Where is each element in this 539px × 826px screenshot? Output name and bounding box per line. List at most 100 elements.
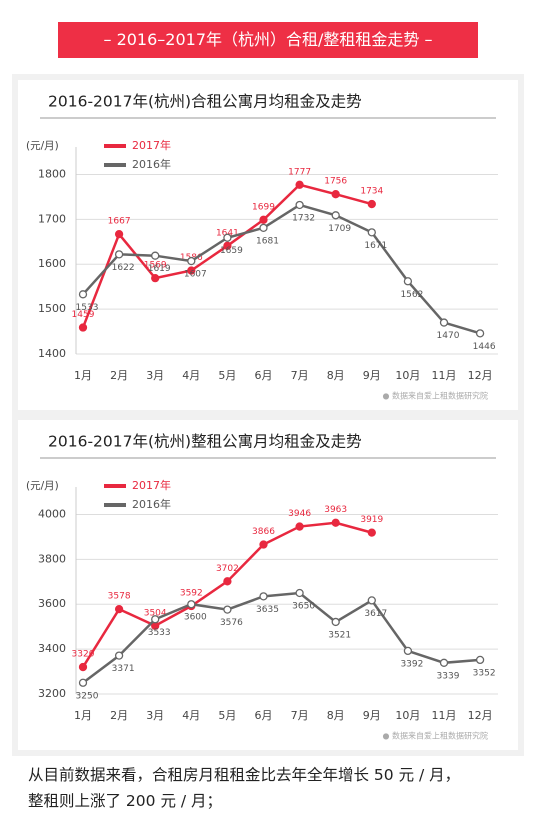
legend-label: 2017年 — [132, 138, 171, 152]
data-label: 3919 — [360, 515, 383, 525]
x-tick-label: 6月 — [255, 709, 273, 722]
point — [223, 241, 232, 250]
point — [187, 600, 196, 609]
data-label: 3352 — [473, 668, 496, 678]
data-label: 1619 — [148, 264, 171, 274]
point — [223, 577, 232, 586]
source-note: ● 数据来自爱上租数据研究院 — [382, 391, 488, 401]
legend-label: 2016年 — [132, 497, 171, 511]
chart-title: 2016-2017年(杭州)整租公寓月均租金及走势 — [48, 433, 362, 451]
data-label: 1641 — [216, 228, 239, 238]
data-label: 3504 — [144, 608, 167, 618]
data-label: 3866 — [252, 527, 275, 537]
legend-label: 2016年 — [132, 157, 171, 171]
x-tick-label: 7月 — [291, 369, 309, 382]
point — [259, 592, 268, 601]
point — [223, 605, 232, 614]
point — [259, 540, 268, 549]
chart-title: 2016-2017年(杭州)合租公寓月均租金及走势 — [48, 93, 362, 111]
data-label: 3339 — [437, 671, 460, 681]
x-tick-label: 12月 — [468, 709, 493, 722]
x-tick-label: 9月 — [363, 369, 381, 382]
data-label: 1732 — [292, 213, 315, 223]
chart: 2016-2017年(杭州)合租公寓月均租金及走势 (元/月) 1400 1500 16… — [26, 93, 498, 401]
data-label: 1562 — [400, 290, 423, 300]
data-label: 3578 — [108, 592, 131, 602]
point — [403, 277, 413, 286]
data-label: 3371 — [112, 664, 135, 674]
point — [439, 658, 449, 667]
point — [259, 215, 268, 224]
point — [331, 617, 340, 627]
point — [403, 646, 413, 656]
x-tick-label: 4月 — [182, 369, 200, 382]
data-label: 3600 — [184, 613, 207, 623]
banner: – 2016–2017年（杭州）合租/整租租金走势 – — [58, 22, 478, 58]
x-tick-label: 3月 — [146, 709, 164, 722]
y-tick-label: 4000 — [38, 507, 66, 520]
y-tick-label: 1700 — [38, 212, 66, 225]
x-tick-label: 8月 — [327, 709, 345, 722]
point — [151, 273, 160, 283]
point — [295, 588, 304, 598]
legend-label: 2017年 — [132, 478, 171, 492]
point — [78, 678, 88, 687]
point — [331, 211, 340, 220]
paragraph-line: 整租则上涨了 200 元 / 月； — [28, 792, 223, 810]
paragraph: 从目前数据来看，合租房月租租金比去年全年增长 50 元 / 月， 整租则上涨了 … — [28, 762, 460, 814]
data-label: 1607 — [184, 270, 207, 280]
data-label: 1681 — [256, 236, 279, 246]
x-tick-label: 2月 — [110, 369, 128, 382]
series-line — [82, 203, 481, 335]
point — [439, 318, 449, 327]
point — [78, 662, 88, 672]
point — [295, 200, 304, 210]
point — [367, 228, 376, 237]
data-label: 1459 — [72, 310, 95, 320]
point — [78, 290, 88, 299]
x-tick-label: 1月 — [74, 709, 92, 722]
point — [367, 596, 376, 605]
data-label: 3533 — [148, 628, 171, 638]
data-label: 3521 — [328, 630, 351, 640]
point — [151, 251, 160, 260]
data-label: 3592 — [180, 589, 203, 599]
chart-card: 2016-2017年(杭州)合租公寓月均租金及走势 (元/月) 1400 1500 16… — [12, 74, 524, 416]
x-tick-label: 5月 — [218, 369, 236, 382]
data-label: 1569 — [144, 261, 167, 271]
y-tick-label: 3600 — [38, 597, 66, 610]
data-label: 1667 — [108, 217, 131, 227]
data-label: 1709 — [328, 224, 351, 234]
point — [295, 180, 304, 189]
point — [114, 651, 124, 660]
point — [259, 223, 268, 233]
data-label: 3576 — [220, 618, 243, 628]
data-label: 1699 — [252, 202, 275, 212]
chart-card: 2016-2017年(杭州)整租公寓月均租金及走势 (元/月) 3200 3400 36… — [12, 414, 524, 756]
x-tick-label: 10月 — [395, 709, 420, 722]
y-axis-label: (元/月) — [26, 140, 59, 152]
data-label: 1734 — [360, 187, 383, 197]
data-label: 3617 — [364, 609, 387, 619]
data-label: 1622 — [112, 263, 135, 273]
data-label: 3702 — [216, 564, 239, 574]
chart: 2016-2017年(杭州)整租公寓月均租金及走势 (元/月) 3200 3400 36… — [26, 433, 498, 741]
paragraph-line: 从目前数据来看，合租房月租租金比去年全年增长 50 元 / 月， — [28, 766, 461, 784]
x-tick-label: 1月 — [74, 369, 92, 382]
point — [187, 256, 196, 266]
y-tick-label: 1400 — [38, 347, 66, 360]
x-tick-label: 11月 — [432, 709, 457, 722]
point — [151, 615, 160, 624]
data-label: 3946 — [288, 509, 311, 519]
x-tick-label: 3月 — [146, 369, 164, 382]
point — [367, 199, 376, 209]
x-tick-label: 4月 — [182, 709, 200, 722]
point — [114, 229, 124, 239]
data-label: 1659 — [220, 246, 243, 256]
point — [475, 655, 485, 665]
x-tick-label: 7月 — [291, 709, 309, 722]
y-tick-label: 3200 — [38, 687, 66, 700]
point — [295, 522, 304, 531]
data-label: 1470 — [437, 331, 460, 341]
data-label: 3650 — [292, 602, 315, 612]
